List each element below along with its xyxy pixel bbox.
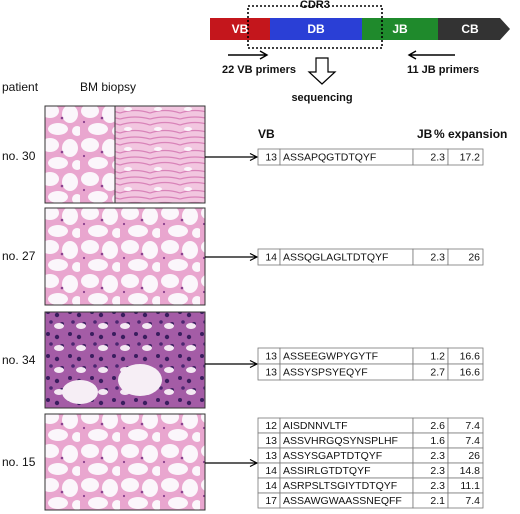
table-cell (447, 248, 484, 266)
link-arrow (205, 359, 259, 369)
cell-text: 7.4 (465, 495, 480, 507)
segment-label: VB (232, 22, 249, 36)
table-cell (447, 492, 484, 509)
step-label: sequencing (291, 92, 352, 104)
patient-label: no. 34 (2, 353, 36, 367)
table-cell (447, 363, 484, 381)
cell-text: ASSEEGWPYGYTF (283, 350, 378, 362)
gene-diagram: CDR3 VB DB JB CB 22 VB primers 11 JB pri… (210, 0, 510, 104)
biopsy-image (44, 207, 206, 306)
cell-text: 2.1 (430, 495, 445, 507)
biopsy-image (44, 105, 116, 204)
cell-text: 2.3 (430, 480, 445, 492)
cell-text: 13 (265, 350, 277, 362)
cell-text: 2.3 (430, 251, 445, 263)
biopsy-image (44, 413, 206, 511)
patient-label: no. 30 (2, 149, 36, 163)
cell-text: 2.6 (430, 420, 445, 432)
cell-text: 2.3 (430, 450, 445, 462)
cell-text: 2.3 (430, 465, 445, 477)
cell-text: 14 (265, 465, 277, 477)
primer-arrow (407, 50, 455, 60)
cell-text: 1.6 (430, 435, 445, 447)
cell-text: ASSAPQGTDTQYF (283, 151, 376, 163)
biopsy-detail (62, 380, 98, 404)
biopsy-detail (118, 364, 162, 396)
cell-text: 13 (265, 450, 277, 462)
cell-text: ASSYSGAPTDTQYF (283, 450, 382, 462)
cell-text: 17 (265, 495, 277, 507)
column-header: JB (417, 127, 433, 141)
cell-text: AISDNNVLTF (283, 420, 348, 432)
vb-segment (210, 18, 270, 40)
cell-text: 7.4 (465, 420, 480, 432)
cell-text: 1.2 (430, 350, 445, 362)
cell-text: ASRPSLTSGIYTDTQYF (283, 480, 397, 492)
cell-text: ASSVHRGQSYNSPLHF (283, 435, 398, 447)
cell-text: ASSAWGWAASSNEQFF (283, 495, 402, 507)
patient-label: no. 15 (2, 455, 36, 469)
cell-text: ASSYSPSYEQYF (283, 366, 368, 378)
cell-text: 2.7 (430, 366, 445, 378)
cell-text: 7.4 (465, 435, 480, 447)
cell-text: 13 (265, 435, 277, 447)
link-arrow (205, 458, 259, 468)
table-cell (447, 148, 484, 166)
cell-text: ASSQGLAGLTDTQYF (283, 251, 388, 263)
cell-text: 12 (265, 420, 277, 432)
cell-text: 14 (265, 251, 277, 263)
link-arrow (205, 252, 259, 262)
primer-label: 22 VB primers (222, 64, 296, 76)
cell-text: 26 (468, 251, 480, 263)
link-arrow (205, 152, 259, 162)
cell-text: 13 (265, 151, 277, 163)
primer-arrow (228, 50, 269, 60)
cell-text: 11.1 (460, 480, 480, 492)
cb-segment (438, 18, 510, 40)
cell-text: 16.6 (460, 366, 481, 378)
segment-label: CB (461, 22, 479, 36)
down-arrow (307, 57, 337, 85)
cdr3-label: CDR3 (300, 0, 330, 11)
primer-label: 11 JB primers (407, 64, 479, 76)
column-header: VB (258, 127, 275, 141)
cell-text: 14 (265, 480, 277, 492)
patient-label: no. 27 (2, 249, 36, 263)
jb-segment (362, 18, 438, 40)
segment-label: JB (392, 22, 408, 36)
segment-label: DB (307, 22, 325, 36)
cell-text: 17.2 (460, 151, 481, 163)
cell-text: 14.8 (460, 465, 481, 477)
column-header: patient (2, 80, 39, 94)
cell-text: 26 (468, 450, 480, 462)
cell-text: 13 (265, 366, 277, 378)
cell-text: ASSIRLGTDTQYF (283, 465, 371, 477)
db-segment (270, 18, 362, 40)
cell-text: 2.3 (430, 151, 445, 163)
cell-text: 16.6 (460, 350, 481, 362)
column-header: BM biopsy (80, 80, 136, 94)
column-header: % expansion (434, 127, 507, 141)
